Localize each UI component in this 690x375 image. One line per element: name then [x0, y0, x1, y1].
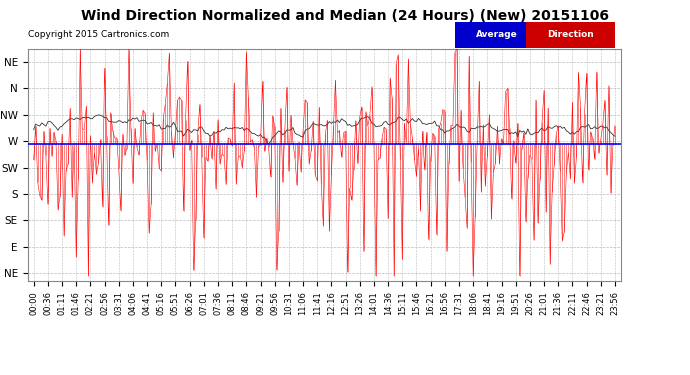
Text: Direction: Direction	[547, 30, 594, 39]
Text: Average: Average	[475, 30, 518, 39]
Text: Copyright 2015 Cartronics.com: Copyright 2015 Cartronics.com	[28, 30, 169, 39]
FancyBboxPatch shape	[455, 22, 538, 48]
Text: Wind Direction Normalized and Median (24 Hours) (New) 20151106: Wind Direction Normalized and Median (24…	[81, 9, 609, 23]
FancyBboxPatch shape	[526, 22, 615, 48]
